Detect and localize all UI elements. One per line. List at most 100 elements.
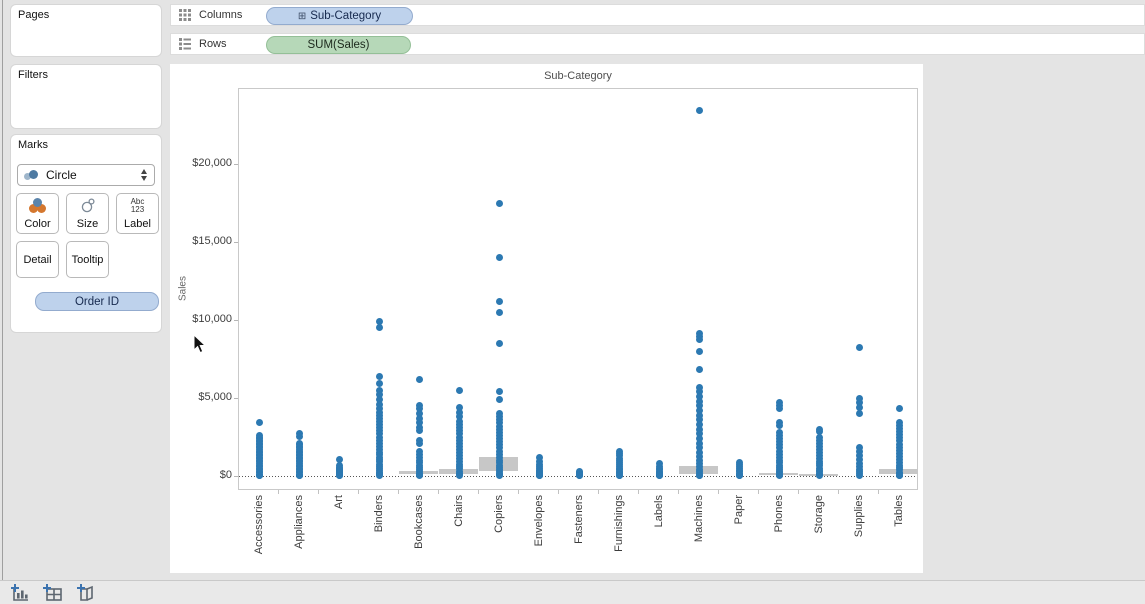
data-point[interactable]: [455, 403, 463, 411]
data-point[interactable]: [295, 432, 303, 440]
data-point[interactable]: [695, 411, 703, 419]
tooltip-button[interactable]: Tooltip: [66, 241, 109, 278]
data-point[interactable]: [375, 318, 383, 326]
filters-shelf[interactable]: Filters: [10, 64, 162, 129]
sum-sales-pill[interactable]: SUM(Sales): [266, 36, 411, 54]
plot-area[interactable]: [238, 88, 918, 490]
new-story-icon[interactable]: [76, 584, 98, 602]
data-point[interactable]: [455, 472, 463, 480]
data-point[interactable]: [695, 406, 703, 414]
x-axis-label[interactable]: Copiers: [493, 495, 505, 533]
x-axis-label[interactable]: Storage: [813, 495, 825, 534]
x-axis-label[interactable]: Art: [333, 495, 345, 510]
x-axis-label[interactable]: Labels: [653, 495, 665, 528]
data-point[interactable]: [815, 428, 823, 436]
data-point[interactable]: [495, 396, 503, 404]
data-point[interactable]: [415, 410, 423, 418]
data-point[interactable]: [735, 472, 743, 480]
data-point[interactable]: [455, 413, 463, 421]
data-point[interactable]: [375, 400, 383, 408]
data-point[interactable]: [415, 414, 423, 422]
data-point[interactable]: [495, 472, 503, 480]
data-point[interactable]: [695, 402, 703, 410]
data-point[interactable]: [695, 384, 703, 392]
data-point[interactable]: [375, 391, 383, 399]
detail-button[interactable]: Detail: [16, 241, 59, 278]
data-point[interactable]: [695, 388, 703, 396]
data-point[interactable]: [455, 387, 463, 395]
data-point[interactable]: [495, 309, 503, 317]
data-point[interactable]: [335, 456, 343, 464]
data-point[interactable]: [695, 336, 703, 343]
data-point[interactable]: [495, 254, 503, 262]
data-point[interactable]: [775, 421, 783, 429]
data-point[interactable]: [695, 392, 703, 400]
data-point[interactable]: [415, 419, 423, 427]
data-point[interactable]: [655, 472, 663, 480]
x-axis-label[interactable]: Tables: [893, 495, 905, 527]
data-point[interactable]: [455, 408, 463, 416]
data-point[interactable]: [255, 472, 263, 480]
data-point[interactable]: [855, 399, 863, 407]
data-point[interactable]: [495, 388, 503, 396]
x-axis-label[interactable]: Fasteners: [573, 495, 585, 544]
data-point[interactable]: [375, 396, 383, 404]
data-point[interactable]: [695, 430, 703, 438]
x-axis-label[interactable]: Accessories: [253, 495, 265, 555]
mark-type-dropdown[interactable]: Circle: [17, 164, 155, 186]
data-point[interactable]: [775, 404, 783, 412]
order-id-pill[interactable]: Order ID: [35, 292, 159, 311]
data-point[interactable]: [575, 472, 583, 480]
data-point[interactable]: [855, 403, 863, 411]
data-point[interactable]: [855, 456, 863, 464]
x-axis-label[interactable]: Supplies: [853, 495, 865, 538]
data-point[interactable]: [695, 416, 703, 424]
data-point[interactable]: [855, 452, 863, 460]
data-point[interactable]: [295, 472, 303, 480]
data-point[interactable]: [695, 397, 703, 405]
data-point[interactable]: [895, 405, 903, 413]
data-point[interactable]: [695, 453, 703, 460]
data-point[interactable]: [695, 365, 703, 373]
data-point[interactable]: [855, 343, 863, 351]
data-point[interactable]: [855, 471, 863, 479]
data-point[interactable]: [375, 386, 383, 394]
data-point[interactable]: [375, 372, 383, 380]
x-axis-label[interactable]: Chairs: [453, 495, 465, 527]
x-axis-label[interactable]: Phones: [773, 495, 785, 533]
columns-shelf[interactable]: Columns ⊞ Sub-Category: [170, 4, 1145, 26]
data-point[interactable]: [695, 472, 703, 480]
new-dashboard-icon[interactable]: [42, 584, 64, 602]
data-point[interactable]: [255, 419, 263, 427]
data-point[interactable]: [415, 439, 423, 447]
data-point[interactable]: [375, 472, 383, 480]
rows-shelf[interactable]: Rows SUM(Sales): [170, 33, 1145, 55]
data-point[interactable]: [535, 472, 543, 480]
data-point[interactable]: [695, 449, 703, 457]
x-axis-label[interactable]: Furnishings: [613, 495, 625, 552]
data-point[interactable]: [775, 471, 783, 479]
expand-field-icon[interactable]: ⊞: [297, 10, 307, 22]
x-axis-label[interactable]: Envelopes: [533, 495, 545, 547]
data-point[interactable]: [855, 410, 863, 418]
data-point[interactable]: [695, 439, 703, 447]
data-point[interactable]: [855, 395, 863, 403]
label-button[interactable]: Abc 123 Label: [116, 193, 159, 234]
dropdown-spinner-icon[interactable]: [141, 169, 147, 181]
data-point[interactable]: [815, 472, 823, 480]
sub-category-pill[interactable]: ⊞ Sub-Category: [266, 7, 413, 25]
data-point[interactable]: [415, 405, 423, 413]
data-point[interactable]: [495, 297, 503, 305]
data-point[interactable]: [695, 421, 703, 429]
x-axis-label[interactable]: Binders: [373, 495, 385, 533]
data-point[interactable]: [855, 444, 863, 452]
data-point[interactable]: [415, 472, 423, 480]
x-axis-label[interactable]: Appliances: [293, 495, 305, 549]
data-point[interactable]: [695, 106, 703, 114]
data-point[interactable]: [695, 348, 703, 356]
data-point[interactable]: [695, 435, 703, 443]
size-button[interactable]: Size: [66, 193, 109, 234]
color-button[interactable]: Color: [16, 193, 59, 234]
data-point[interactable]: [415, 375, 423, 383]
data-point[interactable]: [495, 199, 503, 207]
